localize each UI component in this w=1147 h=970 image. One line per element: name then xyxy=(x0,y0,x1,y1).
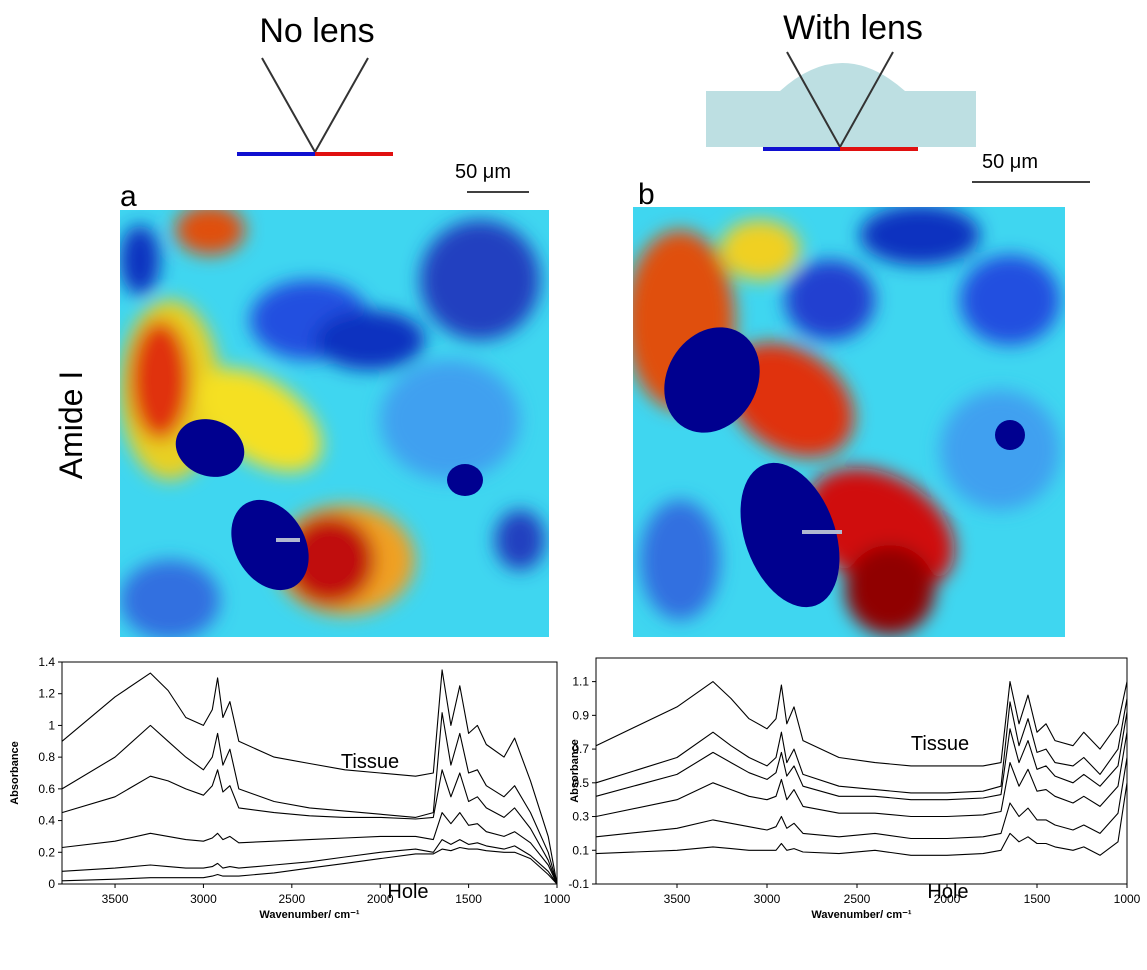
y-tick-label: 0.8 xyxy=(38,750,55,764)
annotation: Hole xyxy=(387,881,428,903)
spectrum-line xyxy=(61,669,558,885)
y-tick-label: 0.7 xyxy=(572,742,589,756)
x-tick-label: 1500 xyxy=(455,892,482,906)
y-axis-label: Absorbance xyxy=(569,739,581,803)
x-tick-label: 2000 xyxy=(367,892,394,906)
scale-bar-label: 50 μm xyxy=(982,151,1038,173)
x-tick-label: 3000 xyxy=(754,892,781,906)
x-tick-label: 2500 xyxy=(844,892,871,906)
y-tick-label: 0.2 xyxy=(38,845,55,859)
y-tick-label: 0.4 xyxy=(38,814,55,828)
plot-frame xyxy=(61,661,558,885)
y-axis-label: Absorbance xyxy=(9,741,21,805)
scale-bar-label: 50 μm xyxy=(455,161,511,183)
y-tick-label: 1.1 xyxy=(572,675,589,689)
annotation: Tissue xyxy=(911,733,969,755)
heatmap-image xyxy=(633,207,1065,637)
x-tick-label: 1000 xyxy=(1114,892,1141,906)
spectrum-line xyxy=(61,846,558,885)
spectrum-line xyxy=(595,698,1128,794)
y-tick-label: 0.6 xyxy=(38,782,55,796)
spectrum-line xyxy=(595,711,1128,801)
spectrum-line xyxy=(595,782,1128,856)
x-tick-label: 3000 xyxy=(190,892,217,906)
heatmap-image xyxy=(120,210,549,637)
plot-frame xyxy=(595,657,1128,885)
x-tick-label: 1000 xyxy=(544,892,571,906)
spectrum-line xyxy=(595,732,1128,818)
spectrum-line xyxy=(61,712,558,885)
y-tick-label: 0.3 xyxy=(572,810,589,824)
x-tick-label: 2500 xyxy=(278,892,305,906)
spectrum-line xyxy=(595,681,1128,767)
x-axis-label: Wavenumber/ cm⁻¹ xyxy=(811,909,911,921)
spectrum-line xyxy=(61,839,558,885)
y-tick-label: 0 xyxy=(48,877,55,891)
lens xyxy=(706,63,976,147)
x-tick-label: 1500 xyxy=(1024,892,1051,906)
panel-title: With lens xyxy=(783,9,923,47)
y-tick-label: 1.2 xyxy=(38,687,55,701)
x-axis-label: Wavenumber/ cm⁻¹ xyxy=(259,909,359,921)
panel-label: a xyxy=(120,180,137,213)
y-tick-label: 0.9 xyxy=(572,708,589,722)
x-tick-label: 2000 xyxy=(934,892,961,906)
y-tick-label: 1 xyxy=(48,718,55,732)
spectrum-line xyxy=(61,769,558,885)
panel-title: No lens xyxy=(259,12,374,50)
y-tick-label: 0.5 xyxy=(572,776,589,790)
y-tick-label: 0.1 xyxy=(572,843,589,857)
annotation: Tissue xyxy=(341,751,399,773)
x-tick-label: 3500 xyxy=(664,892,691,906)
y-tick-label: -0.1 xyxy=(568,877,589,891)
spectrum-line xyxy=(595,757,1128,840)
beam-diagram xyxy=(261,57,369,155)
panel-label: b xyxy=(638,178,655,211)
y-tick-label: 1.4 xyxy=(38,655,55,669)
spectrum-line xyxy=(61,812,558,885)
x-tick-label: 3500 xyxy=(102,892,129,906)
row-label: Amide I xyxy=(53,371,89,479)
annotation: Hole xyxy=(927,881,968,903)
